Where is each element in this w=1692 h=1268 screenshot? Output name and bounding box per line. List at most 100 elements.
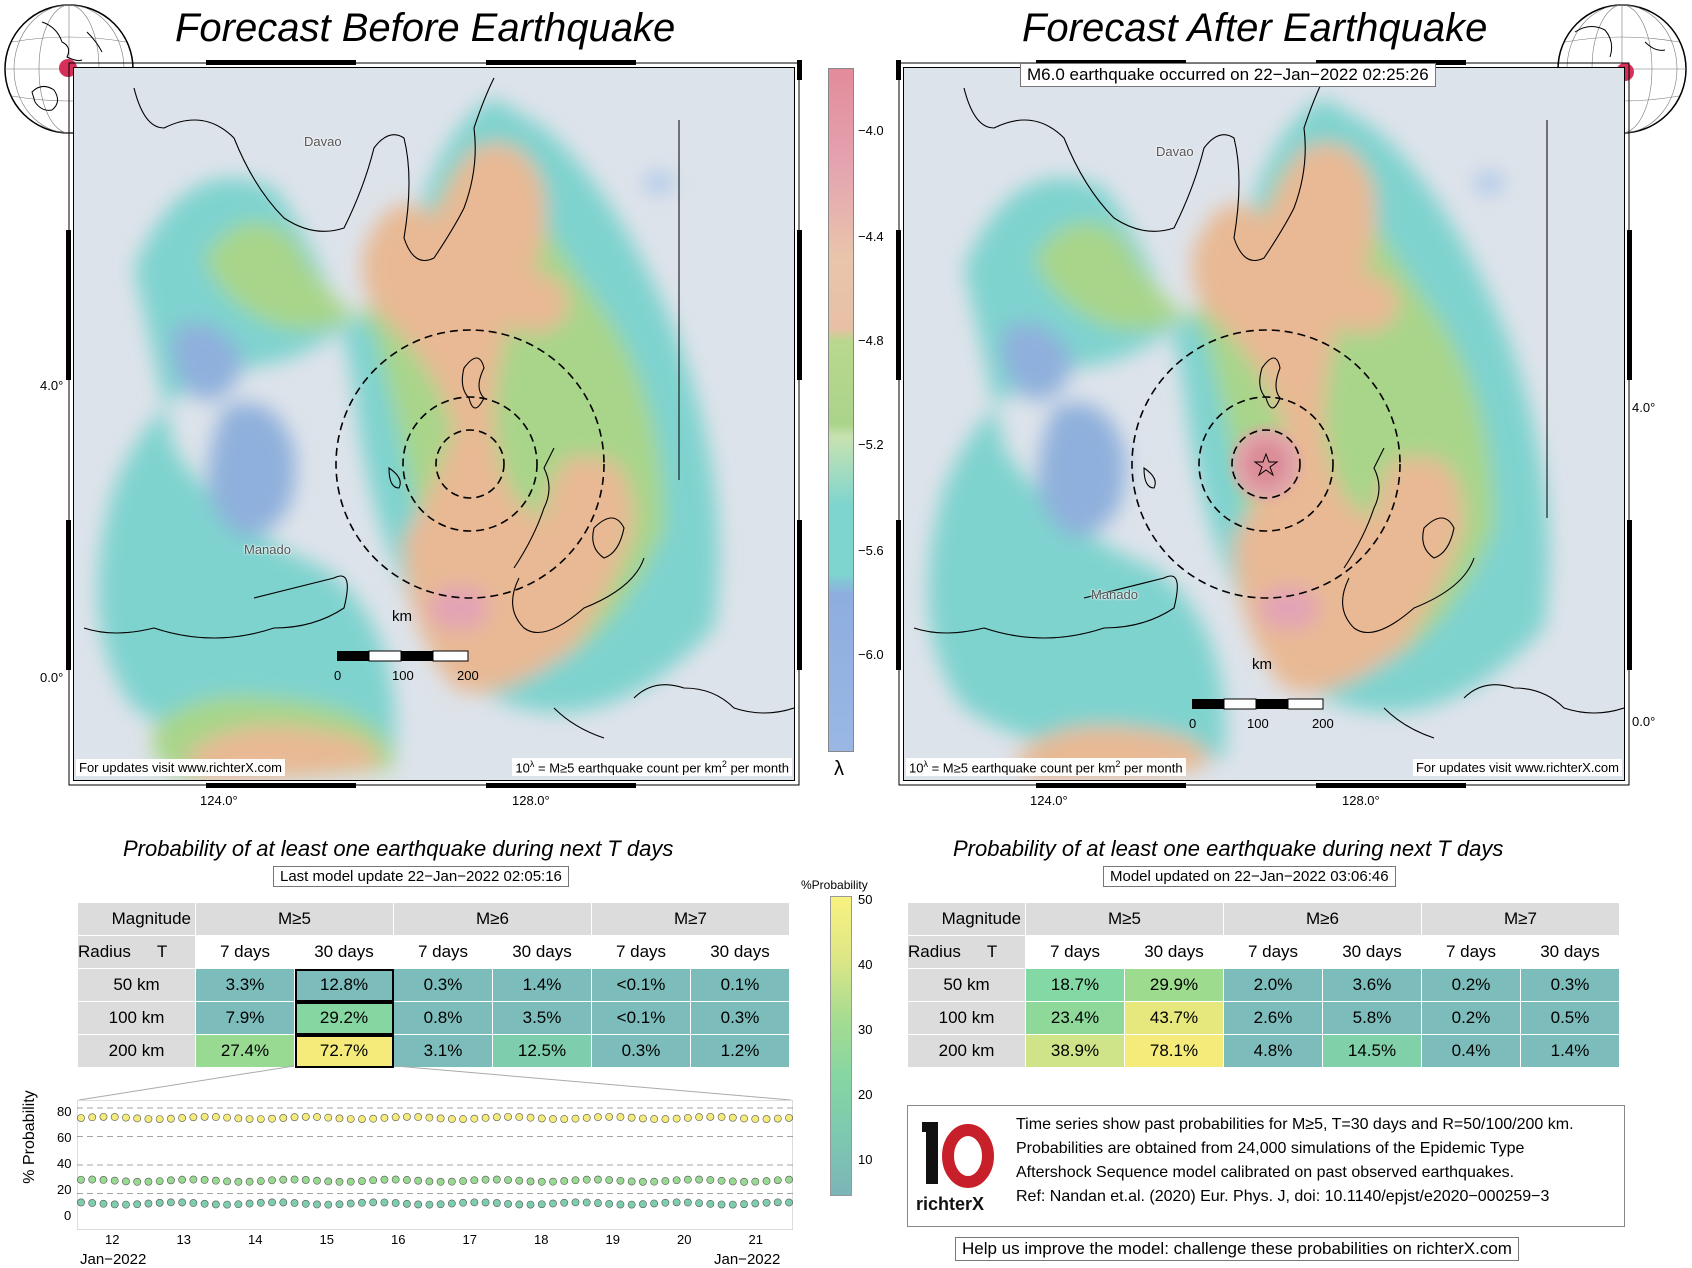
prob-cell: 0.1% (690, 968, 790, 1002)
right-lon-label-128: 128.0° (1342, 793, 1380, 808)
radius-label: 100 km (77, 1001, 196, 1035)
ts-point (234, 1177, 243, 1186)
scale-bar-unit: km (392, 608, 412, 625)
right-table-title: Probability of at least one earthquake d… (953, 836, 1504, 861)
ts-point (616, 1113, 625, 1121)
timeseries-ylabel: % Probability (21, 1090, 38, 1184)
ts-point (301, 1199, 310, 1208)
ts-point (256, 1115, 265, 1123)
right-lon-label-124: 124.0° (1030, 793, 1068, 808)
ts-point (549, 1115, 557, 1123)
ts-point (122, 1113, 130, 1122)
ts-point (425, 1177, 434, 1186)
ts-point (627, 1177, 636, 1186)
mag-header-m7: M≥7 (591, 902, 790, 936)
ts-point (459, 1177, 467, 1185)
ts-ytick: 60 (57, 1130, 72, 1145)
ts-point (481, 1175, 490, 1184)
richterx-logo-text: richterX (916, 1194, 985, 1214)
ts-point (279, 1175, 288, 1184)
city-label-davao: Davao (304, 134, 342, 149)
ts-point (571, 1176, 580, 1185)
ts-point (526, 1177, 535, 1186)
ts-point (762, 1115, 771, 1123)
help-link[interactable]: Help us improve the model: challenge the… (955, 1237, 1519, 1261)
prob-cell: 14.5% (1322, 1034, 1422, 1068)
ts-point (492, 1199, 501, 1207)
ts-ytick: 80 (57, 1104, 72, 1119)
left-lon-label-128: 128.0° (512, 793, 550, 808)
ts-point (245, 1177, 254, 1186)
prob-cell: 0.2% (1421, 1001, 1521, 1035)
ts-point (695, 1175, 703, 1184)
ts-point (88, 1113, 97, 1122)
ts-ytick: 40 (57, 1156, 72, 1171)
ts-point (549, 1199, 557, 1208)
ts-point (155, 1198, 164, 1207)
scale-tick-100: 100 (1247, 716, 1269, 731)
ts-point (133, 1177, 142, 1186)
ts-point (717, 1113, 726, 1121)
period-header: 7 days (195, 935, 295, 969)
table-row: 50 km 18.7% 29.9% 2.0% 3.6% 0.2% 0.3% (907, 968, 1620, 1002)
ts-point (695, 1113, 703, 1122)
ts-point (144, 1115, 153, 1123)
ts-point (616, 1176, 625, 1185)
scale-tick-0: 0 (1189, 716, 1197, 731)
left-table-subtitle: Last model update 22−Jan−2022 02:05:16 (273, 866, 569, 887)
ts-xtick: 20 (677, 1232, 692, 1247)
colorbar-tick-1: −4.0 (858, 123, 884, 138)
prob-cell: 1.2% (690, 1034, 790, 1068)
prob-colorbar-tick: 30 (858, 1022, 873, 1037)
ts-point (200, 1112, 209, 1121)
ts-point (425, 1200, 434, 1209)
mag-header-m6: M≥6 (393, 902, 592, 936)
ts-point (358, 1115, 366, 1123)
radius-label: 100 km (907, 1001, 1026, 1035)
ts-xtick: 21 (748, 1232, 763, 1247)
ts-point (200, 1176, 209, 1184)
ts-point (470, 1114, 479, 1123)
ts-point (773, 1176, 782, 1185)
ts-point (313, 1176, 321, 1185)
prob-cell: 3.5% (492, 1001, 592, 1035)
ts-point (672, 1114, 681, 1123)
ts-point (313, 1113, 321, 1121)
ts-point (751, 1177, 760, 1186)
left-lat-label-4: 4.0° (40, 378, 64, 393)
scale-bar (337, 650, 469, 662)
prob-cell: 0.4% (1421, 1034, 1521, 1068)
ts-point (582, 1175, 591, 1184)
ts-point (110, 1113, 119, 1121)
ts-point (650, 1177, 659, 1186)
ts-point (594, 1175, 602, 1184)
ts-point (695, 1199, 703, 1207)
ts-point (290, 1199, 299, 1207)
ts-point (144, 1177, 153, 1186)
period-header: 30 days (1322, 935, 1422, 969)
period-header: 7 days (1421, 935, 1521, 969)
ts-xtick: 19 (605, 1232, 620, 1247)
ts-point (672, 1198, 681, 1207)
ts-point (639, 1200, 647, 1209)
scale-tick-200: 200 (1312, 716, 1334, 731)
prob-cell: <0.1% (591, 968, 691, 1002)
ts-point (414, 1176, 423, 1185)
info-line: Time series show past probabilities for … (1016, 1116, 1574, 1133)
ts-point (594, 1199, 602, 1207)
ts-point (167, 1176, 175, 1185)
mag-header-m5: M≥5 (1025, 902, 1224, 936)
ts-point (133, 1200, 142, 1209)
right-table-subtitle: Model updated on 22−Jan−2022 03:06:46 (1103, 866, 1396, 887)
ts-point (133, 1114, 142, 1123)
ts-point (346, 1199, 355, 1208)
ts-point (167, 1198, 175, 1207)
ts-point (683, 1175, 692, 1184)
ts-point (683, 1113, 692, 1122)
colorbar-tick-6: −6.0 (858, 647, 884, 662)
ts-point (537, 1177, 546, 1186)
ts-point (380, 1114, 389, 1122)
ts-point (189, 1175, 198, 1184)
ts-point (560, 1198, 569, 1207)
ts-point (234, 1200, 243, 1209)
